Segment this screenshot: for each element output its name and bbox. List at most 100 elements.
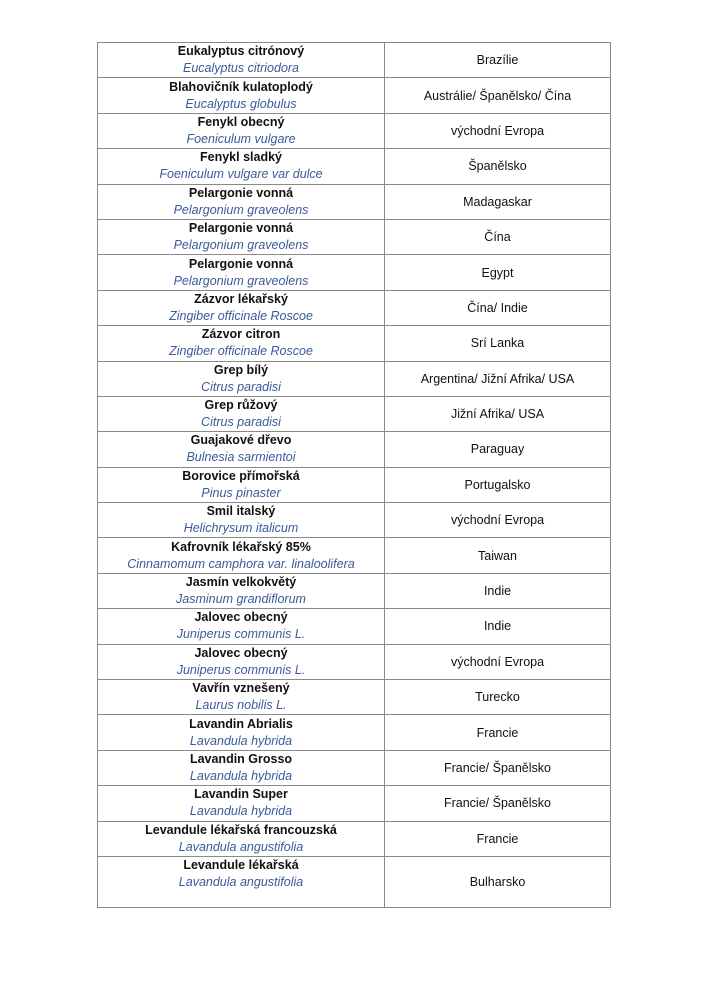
latin-name: Foeniculum vulgare var dulce xyxy=(159,167,323,182)
origin-cell: Paraguay xyxy=(384,431,611,468)
origin-cell: východní Evropa xyxy=(384,112,611,150)
origin-cell: východní Evropa xyxy=(384,502,611,539)
plant-name: Kafrovník lékařský 85% xyxy=(171,539,311,554)
plant-name: Fenykl obecný xyxy=(197,114,285,129)
plant-cell: Jasmín velkokvětý Jasminum grandiflorum xyxy=(97,572,385,610)
plant-cell: Pelargonie vonná Pelargonium graveolens xyxy=(97,254,385,291)
latin-name: Lavandula hybrida xyxy=(189,733,293,748)
table-row: Borovice přímořská Pinus pinaster Portugal… xyxy=(97,466,611,504)
plant-name: Levandule lékařská francouzská xyxy=(145,822,337,837)
table-row: Smil italský Helichrysum italicum východní… xyxy=(97,502,611,539)
table-row: Eukalyptus citrónový Eucalyptus citriodor… xyxy=(97,41,611,79)
table-row: Guajakové dřevo Bulnesia sarmientoi Paragu… xyxy=(97,431,611,468)
table-body: Eukalyptus citrónový Eucalyptus citriodor… xyxy=(97,41,611,908)
plant-cell: Fenykl sladký Foeniculum vulgare var dulc… xyxy=(97,148,385,185)
plant-name: Vavřín vznešený xyxy=(192,681,290,696)
plant-cell: Zázvor citron Zingiber officinale Roscoe xyxy=(97,325,385,362)
table-row: Pelargonie vonná Pelargonium graveolens Ma… xyxy=(97,183,611,220)
origin-cell: Madagaskar xyxy=(384,183,611,220)
plant-cell: Zázvor lékařský Zingiber officinale Rosco… xyxy=(97,289,385,327)
plant-cell: Lavandin Grosso Lavandula hybrida xyxy=(97,749,385,787)
plant-cell: Jalovec obecný Juniperus communis L. xyxy=(97,608,385,645)
origin-cell: Čína/ Indie xyxy=(384,289,611,327)
plant-name: Eukalyptus citrónový xyxy=(177,44,305,59)
plant-name: Fenykl sladký xyxy=(200,150,282,165)
table-row: Jalovec obecný Juniperus communis L. výcho… xyxy=(97,643,611,681)
table-row: Grep růžový Citrus paradisi Jižní Afrika/ … xyxy=(97,395,611,433)
latin-name: Juniperus communis L. xyxy=(176,662,306,677)
plant-cell: Pelargonie vonná Pelargonium graveolens xyxy=(97,183,385,220)
plant-name: Levandule lékařská xyxy=(183,857,299,872)
latin-name: Citrus paradisi xyxy=(201,415,281,430)
origin-cell: Brazílie xyxy=(384,41,611,79)
table-row: Grep bílý Citrus paradisi Argentina/ Jižní… xyxy=(97,360,611,397)
latin-name: Zingiber officinale Roscoe xyxy=(169,344,313,359)
origin-cell: Španělsko xyxy=(384,148,611,185)
latin-name: Foeniculum vulgare xyxy=(186,131,296,146)
table-row: Kafrovník lékařský 85% Cinnamomum camphor… xyxy=(97,537,611,574)
table-row: Zázvor lékařský Zingiber officinale Rosco… xyxy=(97,289,611,327)
plant-cell: Jalovec obecný Juniperus communis L. xyxy=(97,643,385,681)
latin-name: Helichrysum italicum xyxy=(183,521,299,536)
table-row: Fenykl sladký Foeniculum vulgare var dulc… xyxy=(97,148,611,185)
origin-cell: Indie xyxy=(384,608,611,645)
plant-cell: Eukalyptus citrónový Eucalyptus citriodor… xyxy=(97,41,385,79)
origin-cell: východní Evropa xyxy=(384,643,611,681)
plant-name: Borovice přímořská xyxy=(182,468,300,483)
plant-name: Blahovičník kulatoplodý xyxy=(169,79,313,94)
latin-name: Pelargonium graveolens xyxy=(173,202,309,217)
plant-name: Grep růžový xyxy=(204,398,278,413)
plant-name: Zázvor lékařský xyxy=(194,291,288,306)
plant-cell: Levandule lékařská francouzská Lavandula … xyxy=(97,820,385,857)
oils-table: Eukalyptus citrónový Eucalyptus citriodor… xyxy=(97,41,611,908)
plant-cell: Blahovičník kulatoplodý Eucalyptus globul… xyxy=(97,77,385,114)
table-row: Lavandin Grosso Lavandula hybrida Francie/… xyxy=(97,749,611,787)
latin-name: Pelargonium graveolens xyxy=(173,238,309,253)
plant-name: Zázvor citron xyxy=(201,327,281,342)
plant-cell: Lavandin Super Lavandula hybrida xyxy=(97,785,385,822)
latin-name: Pinus pinaster xyxy=(201,485,281,500)
plant-cell: Guajakové dřevo Bulnesia sarmientoi xyxy=(97,431,385,468)
table-row: Jalovec obecný Juniperus communis L. Indie xyxy=(97,608,611,645)
table-row: Levandule lékařská francouzská Lavandula … xyxy=(97,820,611,857)
table-row: Fenykl obecný Foeniculum vulgare východní … xyxy=(97,112,611,150)
plant-name: Lavandin Super xyxy=(194,787,288,802)
origin-cell: Francie xyxy=(384,714,611,751)
plant-name: Lavandin Grosso xyxy=(189,752,293,766)
origin-cell: Francie/ Španělsko xyxy=(384,785,611,822)
latin-name: Bulnesia sarmientoi xyxy=(186,450,296,465)
plant-name: Pelargonie vonná xyxy=(188,185,294,200)
origin-cell: Čína xyxy=(384,218,611,256)
origin-cell: Francie xyxy=(384,820,611,857)
plant-cell: Grep růžový Citrus paradisi xyxy=(97,395,385,433)
plant-name: Lavandin Abrialis xyxy=(189,716,293,731)
plant-name: Pelargonie vonná xyxy=(188,221,294,236)
table-row: Lavandin Super Lavandula hybrida Francie/ … xyxy=(97,785,611,822)
plant-cell: Borovice přímořská Pinus pinaster xyxy=(97,466,385,504)
plant-cell: Lavandin Abrialis Lavandula hybrida xyxy=(97,714,385,751)
origin-cell: Austrálie/ Španělsko/ Čína xyxy=(384,77,611,114)
latin-name: Lavandula angustifolia xyxy=(178,839,304,854)
origin-cell: Turecko xyxy=(384,679,611,716)
plant-cell: Fenykl obecný Foeniculum vulgare xyxy=(97,112,385,150)
plant-cell: Levandule lékařská Lavandula angustifolia xyxy=(97,855,385,908)
origin-cell: Bulharsko xyxy=(384,855,611,908)
table-row: Lavandin Abrialis Lavandula hybrida Franci… xyxy=(97,714,611,751)
origin-cell: Egypt xyxy=(384,254,611,291)
table-row: Pelargonie vonná Pelargonium graveolens Čí… xyxy=(97,218,611,256)
latin-name: Eucalyptus citriodora xyxy=(182,61,300,76)
plant-cell: Pelargonie vonná Pelargonium graveolens xyxy=(97,218,385,256)
latin-name: Lavandula angustifolia xyxy=(178,874,304,889)
latin-name: Zingiber officinale Roscoe xyxy=(169,308,313,323)
table-row: Vavřín vznešený Laurus nobilis L. Turecko xyxy=(97,679,611,716)
plant-name: Smil italský xyxy=(206,504,276,519)
table-row: Jasmín velkokvětý Jasminum grandiflorum In… xyxy=(97,572,611,610)
latin-name: Jasminum grandiflorum xyxy=(176,592,306,607)
plant-cell: Kafrovník lékařský 85% Cinnamomum camphor… xyxy=(97,537,385,574)
latin-name: Eucalyptus globulus xyxy=(185,96,297,111)
plant-cell: Grep bílý Citrus paradisi xyxy=(97,360,385,397)
table-row: Levandule lékařská Lavandula angustifolia… xyxy=(97,855,611,908)
origin-cell: Portugalsko xyxy=(384,466,611,504)
latin-name: Laurus nobilis L. xyxy=(195,698,287,713)
origin-cell: Taiwan xyxy=(384,537,611,574)
